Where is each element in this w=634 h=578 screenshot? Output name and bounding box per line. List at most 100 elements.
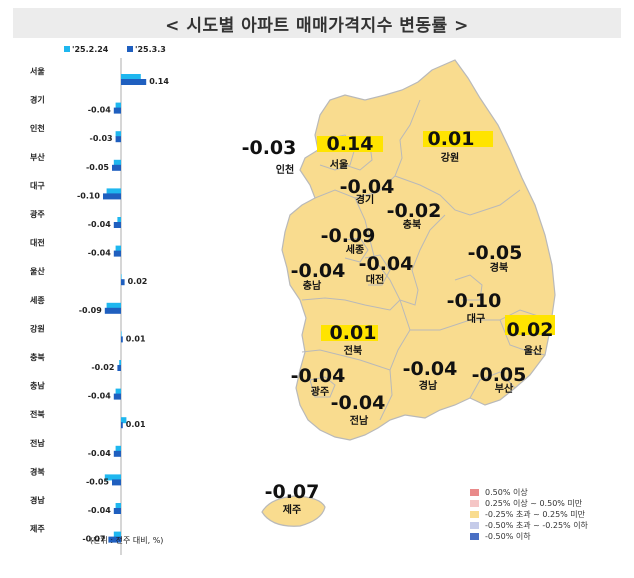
map-region-name: 세종: [346, 243, 364, 256]
bar-prev: [115, 445, 121, 452]
category-label: 광주: [30, 209, 45, 219]
legend-label-0: '25.2.24: [72, 45, 109, 54]
map-value-label: -0.03: [242, 137, 297, 159]
category-label: 대전: [30, 238, 45, 248]
unit-note: (단위 : 전주 대비, %): [90, 535, 163, 545]
value-label: -0.07: [82, 535, 105, 544]
legend-row: 0.25% 이상 ~ 0.50% 미만: [470, 498, 588, 508]
category-label: 울산: [30, 266, 45, 276]
map-region-name: 울산: [524, 344, 543, 357]
map-region-name: 충북: [403, 218, 421, 231]
legend-color-swatch: [470, 499, 479, 507]
bar-curr: [113, 450, 121, 457]
bar-curr: [121, 79, 147, 85]
chart-title-bar: < 시도별 아파트 매매가격지수 변동률 >: [13, 8, 621, 38]
map-outline: [261, 59, 556, 527]
value-label: 0.02: [128, 277, 148, 286]
map-value-label: -0.09: [321, 225, 376, 247]
bar-curr: [108, 536, 121, 543]
bar-prev: [115, 388, 121, 395]
map-region-name: 경기: [356, 193, 374, 206]
map-value-label: -0.07: [265, 481, 320, 503]
legend-text: -0.25% 초과 ~ 0.25% 미만: [485, 509, 586, 519]
map-value-label: -0.04: [403, 358, 458, 380]
bar-prev: [115, 102, 121, 109]
value-label: 0.01: [126, 334, 146, 343]
bar-prev: [104, 474, 121, 481]
value-label: -0.02: [91, 363, 114, 372]
bar-curr: [115, 136, 121, 143]
category-label: 경기: [30, 95, 45, 105]
value-label: -0.04: [88, 392, 111, 401]
map-region-name: 대전: [366, 273, 384, 286]
highlight-gangwon: [423, 131, 493, 147]
value-label: -0.04: [88, 106, 111, 115]
map-value-label: -0.05: [468, 242, 523, 264]
legend-color-swatch: [470, 488, 479, 496]
value-label: -0.05: [86, 477, 109, 486]
bar-curr: [117, 365, 121, 371]
map-value-label: 0.14: [327, 133, 374, 155]
legend-text: -0.50% 이하: [485, 531, 531, 541]
map-region-name: 부산: [495, 382, 514, 395]
bar-prev: [121, 274, 122, 281]
bar-curr: [113, 107, 121, 114]
bar-prev: [115, 503, 121, 509]
map-region-name: 충남: [303, 279, 322, 292]
region-borders: [301, 99, 551, 421]
legend-row: -0.50% 초과 ~ -0.25% 이하: [470, 520, 588, 530]
map-region-name: 서울: [330, 158, 348, 171]
legend-color-swatch: [470, 521, 479, 529]
category-label: 대구: [30, 180, 45, 190]
category-label: 경남: [30, 495, 45, 505]
bar-prev: [113, 159, 121, 166]
category-label: 경북: [30, 466, 45, 476]
map-region-name: 제주: [283, 503, 301, 516]
value-label: -0.04: [88, 506, 111, 515]
category-label: 제주: [30, 524, 45, 534]
map-region-name: 전남: [350, 414, 369, 427]
legend-text: -0.50% 초과 ~ -0.25% 이하: [485, 520, 588, 530]
bar-chart: '25.2.24 '25.3.3 서울 0.14 경기 -0.04 인천 -0.03 부산 -0.…: [30, 45, 169, 555]
category-label: 충남: [30, 381, 45, 391]
map-value-label: -0.04: [291, 260, 346, 282]
legend-row: -0.25% 초과 ~ 0.25% 미만: [470, 509, 588, 519]
legend-text: 0.50% 이상: [485, 487, 528, 497]
map-value-label: 0.02: [507, 319, 554, 341]
bar-curr: [113, 222, 121, 228]
legend-label-1: '25.3.3: [135, 45, 166, 54]
category-label: 인천: [30, 123, 45, 133]
bar-curr: [113, 393, 121, 400]
bar-prev: [119, 360, 121, 366]
legend-swatch-0: [64, 46, 70, 52]
bar-prev: [117, 217, 121, 223]
bar-curr: [121, 422, 123, 429]
map-value-label: 0.01: [330, 322, 377, 344]
legend-swatch-1: [127, 46, 133, 52]
value-label: 0.14: [149, 77, 169, 86]
legend-color-swatch: [470, 510, 479, 518]
map-region-name: 경북: [490, 261, 508, 274]
mainland-shape: [281, 59, 556, 441]
category-label: 세종: [30, 295, 45, 305]
map-value-label: -0.04: [359, 253, 414, 275]
bar-prev: [115, 131, 121, 138]
map-legend: 0.50% 이상 0.25% 이상 ~ 0.50% 미만 -0.25% 초과 ~ 0…: [470, 487, 588, 542]
map-value-label: -0.05: [472, 364, 527, 386]
bar-curr: [121, 279, 125, 286]
map-labels: -0.03인천0.14서울-0.04경기0.01강원-0.09세종-0.02충북…: [242, 128, 554, 516]
bar-prev: [121, 74, 141, 80]
value-label: -0.04: [88, 220, 111, 229]
legend-text: 0.25% 이상 ~ 0.50% 미만: [485, 498, 583, 508]
bar-prev: [113, 531, 121, 538]
value-label: -0.09: [79, 306, 102, 315]
map-region-name: 경남: [419, 379, 438, 392]
bar-curr: [112, 479, 121, 486]
map-region-name: 강원: [441, 151, 459, 164]
jeju-shape: [261, 495, 326, 527]
map-region-name: 인천: [276, 163, 294, 176]
map-region-name: 전북: [344, 344, 362, 357]
legend-row: 0.50% 이상: [470, 487, 588, 497]
chart-title: < 시도별 아파트 매매가격지수 변동률 >: [165, 15, 469, 36]
highlight-boxes: [317, 131, 555, 341]
